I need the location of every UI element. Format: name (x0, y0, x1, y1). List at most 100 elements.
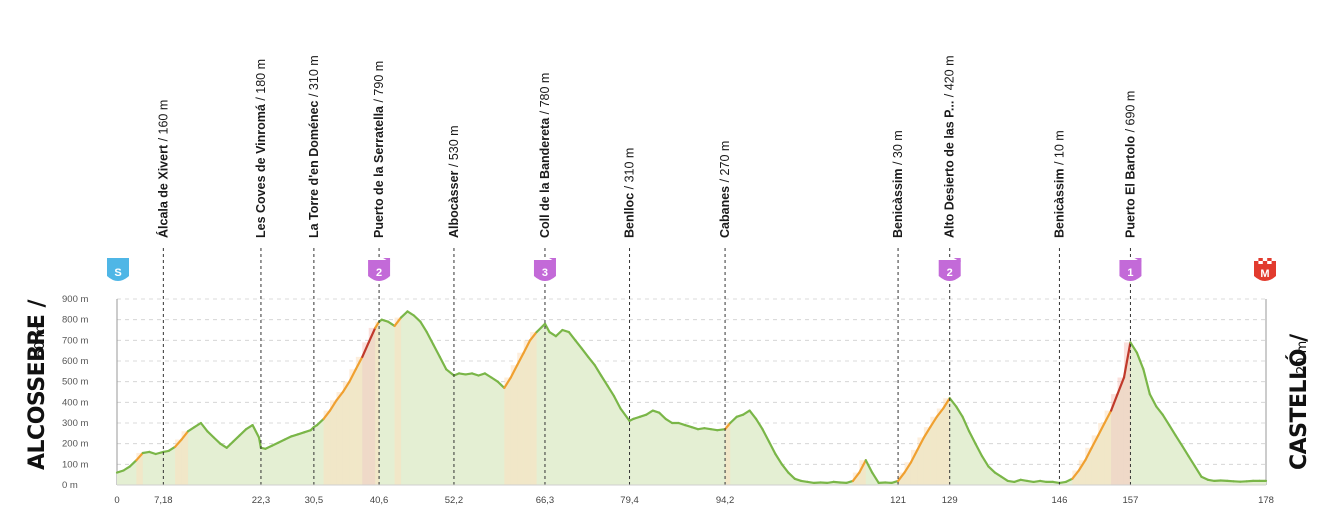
elevation-segment (1168, 424, 1177, 437)
elevation-segment (1090, 434, 1100, 449)
slope-band (375, 321, 380, 485)
elevation-segment (599, 374, 609, 387)
slope-band (1111, 394, 1118, 485)
slope-band (1104, 410, 1112, 485)
elevation-segment (1193, 465, 1203, 478)
distance-label: 52,2 (445, 495, 464, 506)
elevation-segment (393, 316, 403, 327)
climb-badge-flag (548, 258, 556, 262)
climb-badge-shape (938, 260, 961, 281)
slope-band (1085, 447, 1092, 485)
climb-category: 1 (1127, 267, 1133, 279)
elevation-segment (406, 310, 415, 317)
slope-band (394, 317, 402, 485)
slope-band (1078, 460, 1086, 485)
slope-band (181, 431, 189, 485)
waypoint-label: Benlloc / 310 m (623, 148, 637, 238)
elevation-segment (1135, 351, 1145, 371)
elevation-area (117, 311, 1266, 485)
elevation-segment (561, 328, 571, 334)
slope-band (859, 460, 866, 485)
distance-label: 94,2 (716, 495, 735, 506)
waypoint-labels: Álcala de Xivert / 160 m Les Coves de Vin… (155, 55, 1137, 238)
checker-square (1271, 258, 1276, 261)
elevation-segment (896, 471, 906, 482)
climb-category-badge: 3 (533, 258, 556, 281)
elevation-segment (638, 413, 648, 418)
elevation-segment (651, 409, 661, 414)
elevation-segment (735, 413, 745, 418)
elevation-segment (1187, 455, 1197, 468)
distance-label: 146 (1052, 495, 1068, 506)
finish-name: CASTELLÓ / (1286, 333, 1312, 470)
y-tick-label: 100 m (62, 459, 88, 470)
elevation-segment (238, 428, 248, 437)
distance-label: 129 (942, 495, 958, 506)
elevation-segment (341, 380, 351, 394)
elevation-segment (612, 395, 622, 410)
elevation-segment (677, 421, 687, 427)
elevation-segment (1077, 459, 1087, 472)
elevation-segment (225, 440, 235, 449)
elevation-segment (277, 438, 286, 444)
elevation-segment (245, 424, 254, 431)
elevation-segment (425, 331, 435, 346)
slope-band (342, 381, 350, 485)
elevation-segment (290, 433, 299, 438)
elevation-segment (787, 471, 796, 480)
waypoint-altitude: / 310 m (307, 55, 321, 97)
climb-badge-flag (1134, 258, 1142, 262)
elevation-segment (1122, 341, 1132, 379)
elevation-segment (548, 331, 558, 338)
slope-band (904, 462, 911, 485)
y-tick-label: 800 m (62, 315, 88, 326)
waypoint-altitude: / 180 m (254, 59, 268, 101)
slope-band (355, 356, 363, 485)
elevation-segment (361, 341, 370, 358)
elevation-segment (780, 463, 790, 474)
elevation-segment (761, 428, 771, 443)
grid-lines (116, 298, 1267, 485)
elevation-segment (974, 442, 984, 458)
elevation-segment (864, 459, 874, 474)
waypoint-altitude: / 420 m (943, 56, 957, 98)
elevation-segment (619, 407, 631, 422)
elevation-segment (741, 409, 751, 416)
waypoint-label: Les Coves de Vinromá / 180 m (254, 59, 268, 238)
elevation-segment (1071, 469, 1080, 480)
elevation-segment (1064, 477, 1074, 483)
finish-badge-letter: M (1260, 268, 1269, 280)
elevation-segment (683, 424, 693, 429)
elevation-segment (845, 479, 855, 484)
distance-label: 121 (890, 495, 906, 506)
elevation-segment (632, 415, 642, 420)
start-label: ALCOSSEBRE / 60 m (25, 298, 50, 470)
elevation-segment (322, 409, 332, 420)
elevation-segment (419, 320, 428, 334)
climb-badge-shape (1119, 260, 1142, 281)
elevation-segment (993, 471, 1003, 478)
elevation-segment (890, 479, 900, 484)
waypoint-altitude: / 10 m (1052, 130, 1066, 165)
elevation-segment (1097, 421, 1106, 437)
distance-label: 30,5 (305, 495, 324, 506)
elevation-segment (380, 318, 390, 323)
elevation-segment (916, 436, 926, 451)
elevation-segment (645, 409, 654, 416)
elevation-segment (793, 477, 803, 482)
distance-label: 66,3 (536, 495, 555, 506)
elevation-segment (367, 326, 377, 344)
distance-label: 7,18 (154, 495, 173, 506)
elevation-segment (723, 421, 732, 431)
waypoint-altitude: / 160 m (156, 100, 170, 142)
elevation-segment (283, 435, 293, 441)
checker-square (1267, 261, 1272, 264)
elevation-segment (232, 434, 241, 443)
elevation-segment (543, 322, 551, 334)
waypoint-altitude: / 30 m (891, 130, 905, 165)
waypoint-name: Les Coves de Vinromá (254, 101, 268, 238)
start-name: ALCOSSEBRE / (25, 298, 50, 470)
distance-label: 22,3 (252, 495, 271, 506)
slope-band (936, 408, 944, 485)
elevation-segment (186, 426, 196, 433)
